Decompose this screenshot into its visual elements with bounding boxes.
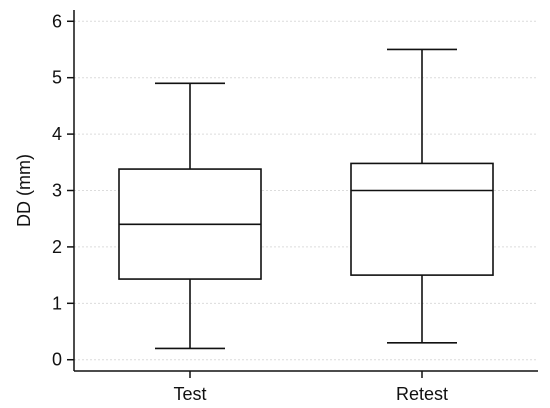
iqr-box — [350, 162, 494, 276]
y-tick-label-1: 1 — [52, 293, 62, 313]
box-retest — [350, 48, 494, 344]
y-axis-title: DD (mm) — [14, 154, 34, 227]
box-test — [118, 82, 262, 350]
axes: 0 1 2 3 4 5 6 Test Retest — [52, 10, 538, 404]
y-tick-label-2: 2 — [52, 237, 62, 257]
y-tick-label-5: 5 — [52, 68, 62, 88]
plot-area — [118, 48, 494, 350]
x-tick-label-retest: Retest — [396, 384, 448, 404]
x-tick-label-test: Test — [173, 384, 206, 404]
y-tick-label-6: 6 — [52, 11, 62, 31]
y-tick-label-3: 3 — [52, 181, 62, 201]
y-tick-label-4: 4 — [52, 124, 62, 144]
y-tick-label-0: 0 — [52, 350, 62, 370]
